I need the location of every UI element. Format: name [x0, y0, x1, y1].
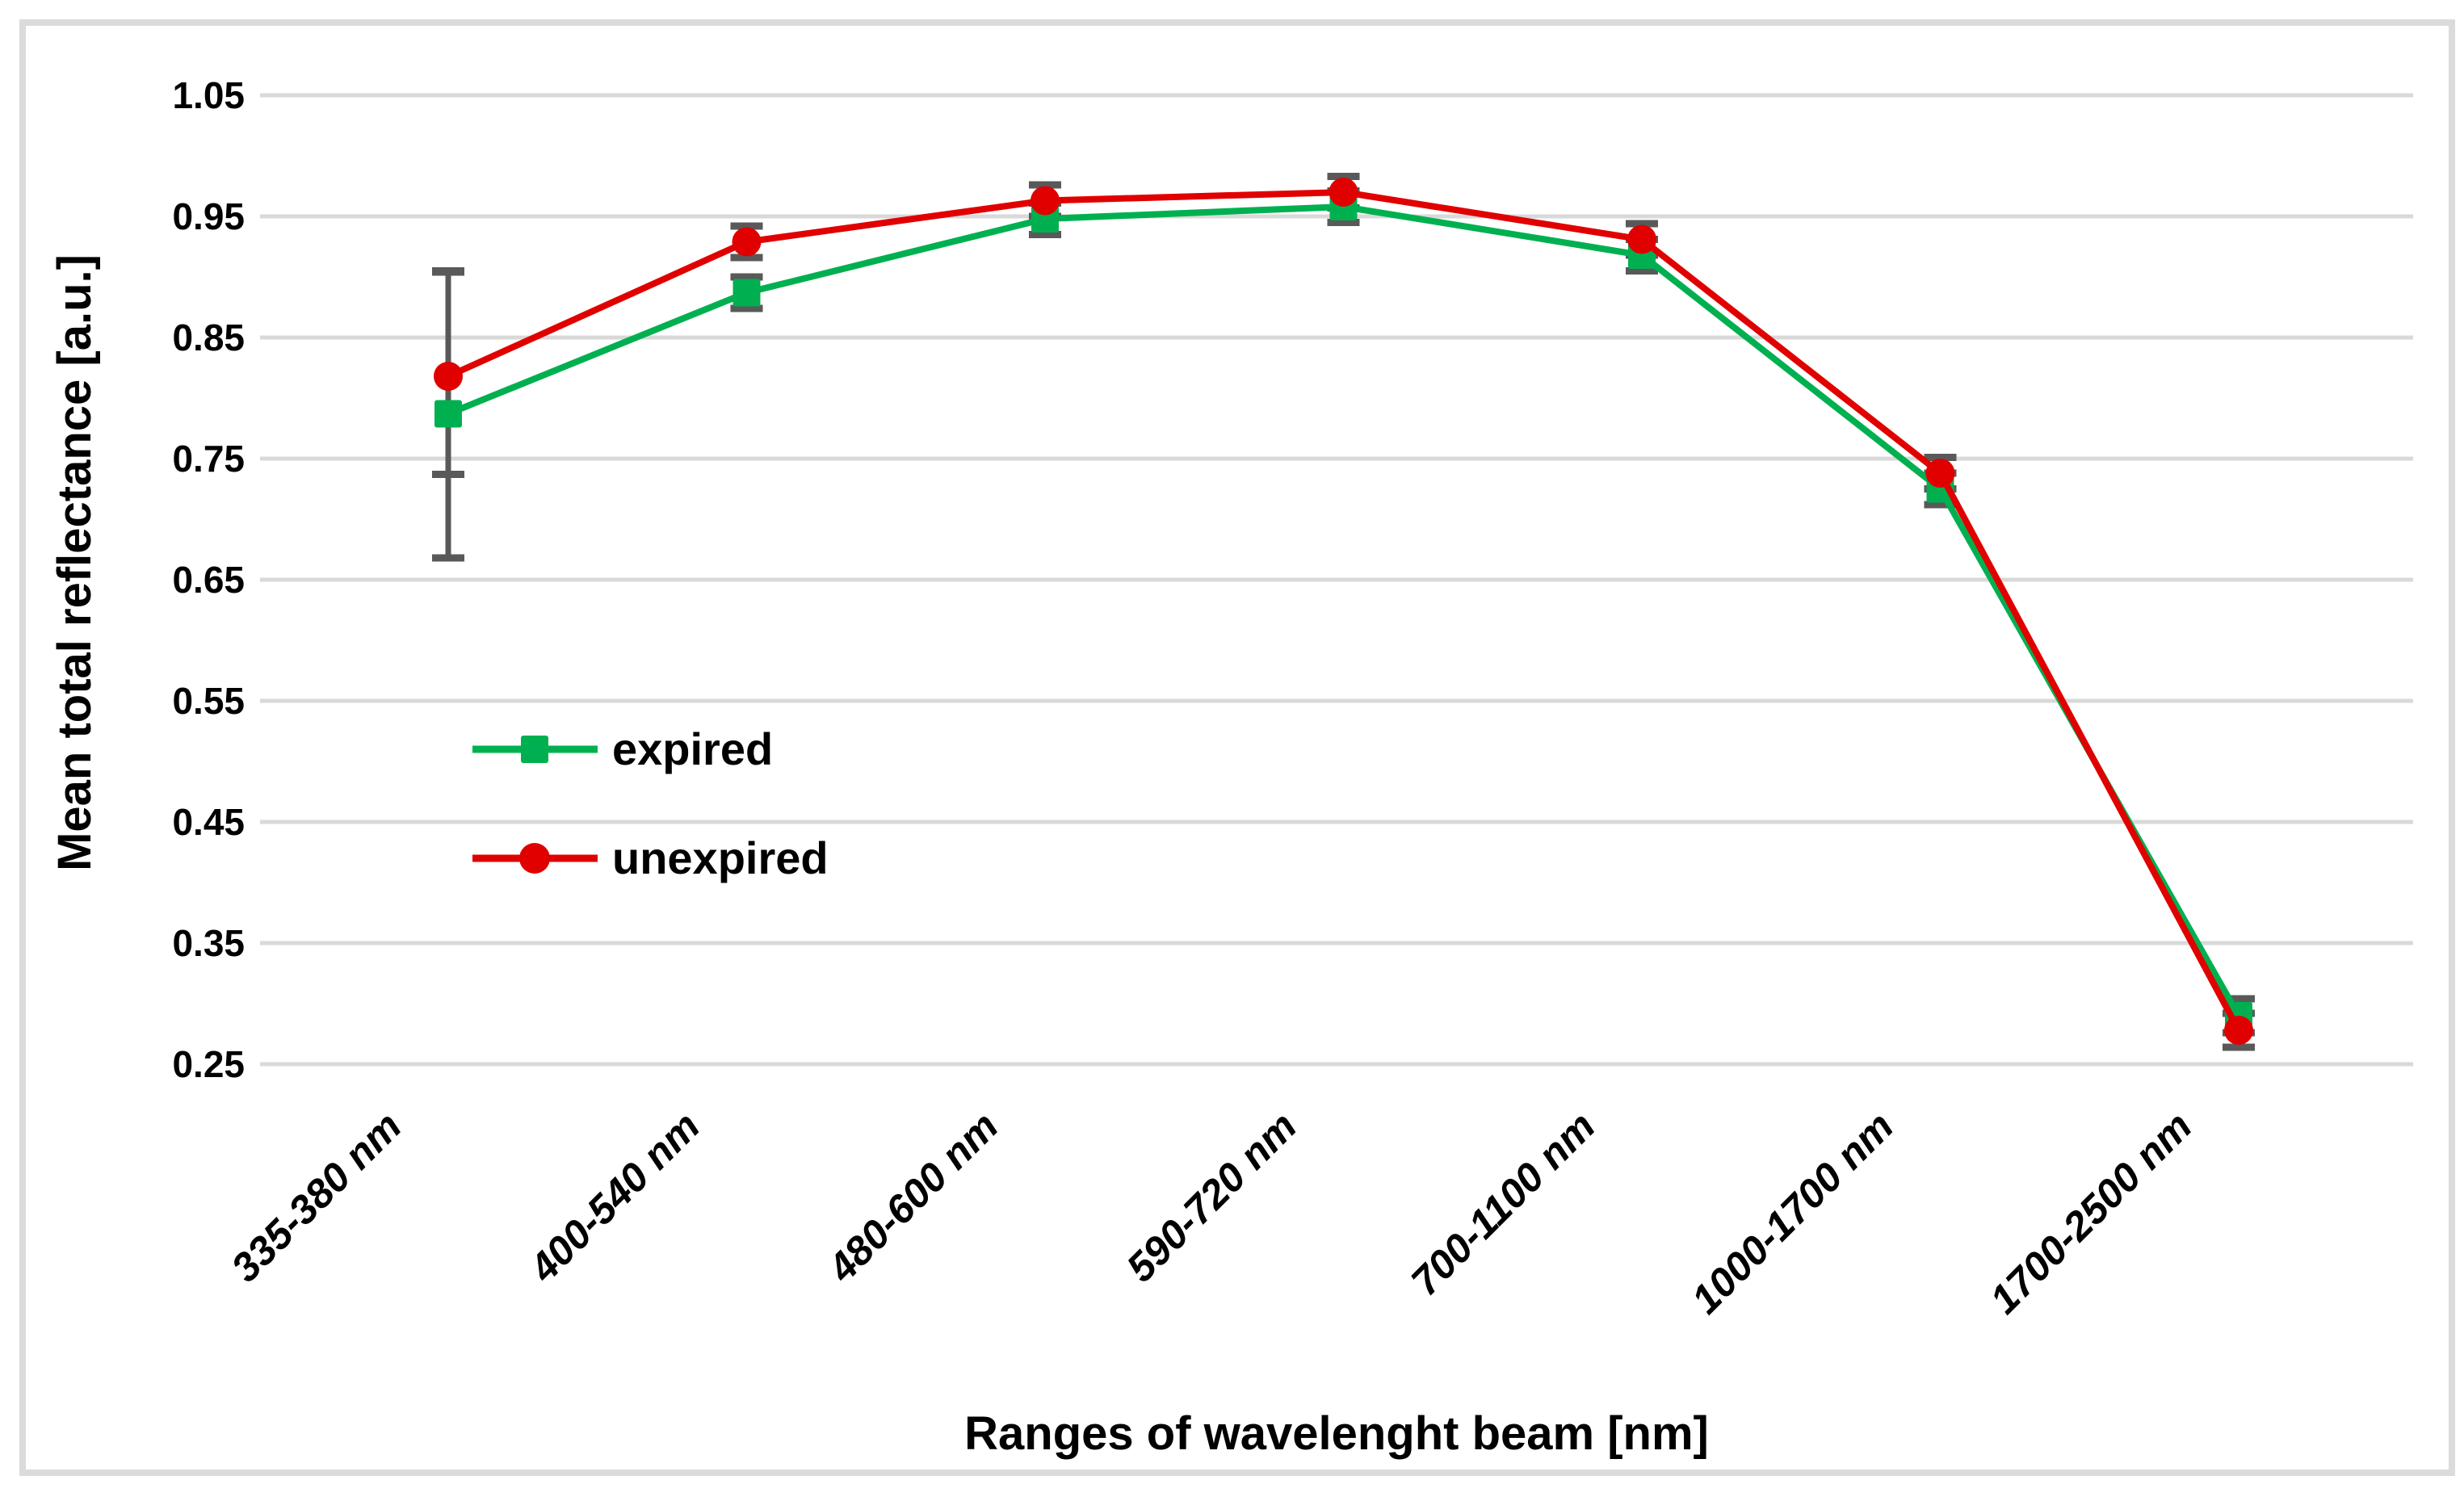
y-tick-label-1.05: 1.05 — [172, 74, 245, 116]
series-line-unexpired — [447, 189, 2242, 1032]
series-expired — [434, 193, 2252, 1029]
legend-item-expired: expired — [472, 723, 773, 774]
y-axis-tick-labels: 1.05 0.95 0.85 0.75 0.65 0.55 0.45 0.35 0.25 — [172, 74, 245, 1085]
y-axis-title: Mean total reflectance [a.u.] — [48, 254, 101, 871]
series-unexpired — [434, 178, 2253, 1045]
x-axis-category-labels: 335-380 nm 400-540 nm 480-600 nm 590-720 nm… — [223, 1103, 2201, 1323]
legend-square-marker-expired — [521, 736, 548, 763]
y-tick-label-0.95: 0.95 — [172, 195, 245, 237]
x-category-label-2: 480-600 nm — [819, 1103, 1007, 1291]
legend-circle-marker-unexpired — [519, 843, 550, 874]
marker-unexpired-3 — [1329, 178, 1358, 207]
legend-label-unexpired: unexpired — [612, 832, 829, 883]
marker-unexpired-4 — [1627, 224, 1656, 254]
marker-unexpired-1 — [732, 227, 762, 257]
legend: expired unexpired — [472, 723, 829, 883]
marker-expired-0 — [434, 400, 462, 428]
marker-unexpired-6 — [2224, 1016, 2253, 1045]
y-tick-label-0.45: 0.45 — [172, 801, 245, 843]
gridlines — [260, 93, 2413, 1067]
marker-unexpired-5 — [1925, 459, 1955, 488]
x-category-label-5: 1000-1700 nm — [1683, 1103, 1903, 1323]
y-tick-label-0.85: 0.85 — [172, 317, 245, 358]
y-tick-label-0.35: 0.35 — [172, 922, 245, 964]
x-category-label-6: 1700-2500 nm — [1981, 1103, 2201, 1323]
y-tick-label-0.65: 0.65 — [172, 559, 245, 601]
series-line-expired — [447, 203, 2242, 1017]
x-category-label-1: 400-540 nm — [520, 1103, 708, 1291]
data-series — [434, 178, 2253, 1045]
marker-expired-1 — [732, 279, 761, 307]
x-category-label-4: 700-1100 nm — [1403, 1103, 1604, 1304]
x-axis-title: Ranges of wavelenght beam [nm] — [964, 1407, 1709, 1460]
x-category-label-3: 590-720 nm — [1118, 1103, 1305, 1290]
marker-unexpired-2 — [1031, 186, 1060, 216]
legend-item-unexpired: unexpired — [472, 832, 829, 883]
y-tick-label-0.75: 0.75 — [172, 438, 245, 480]
y-tick-label-0.55: 0.55 — [172, 680, 245, 722]
legend-label-expired: expired — [612, 723, 773, 774]
x-category-label-0: 335-380 nm — [223, 1103, 410, 1290]
marker-unexpired-0 — [434, 362, 463, 391]
chart-border — [19, 19, 2455, 1476]
y-tick-label-0.25: 0.25 — [172, 1043, 245, 1085]
